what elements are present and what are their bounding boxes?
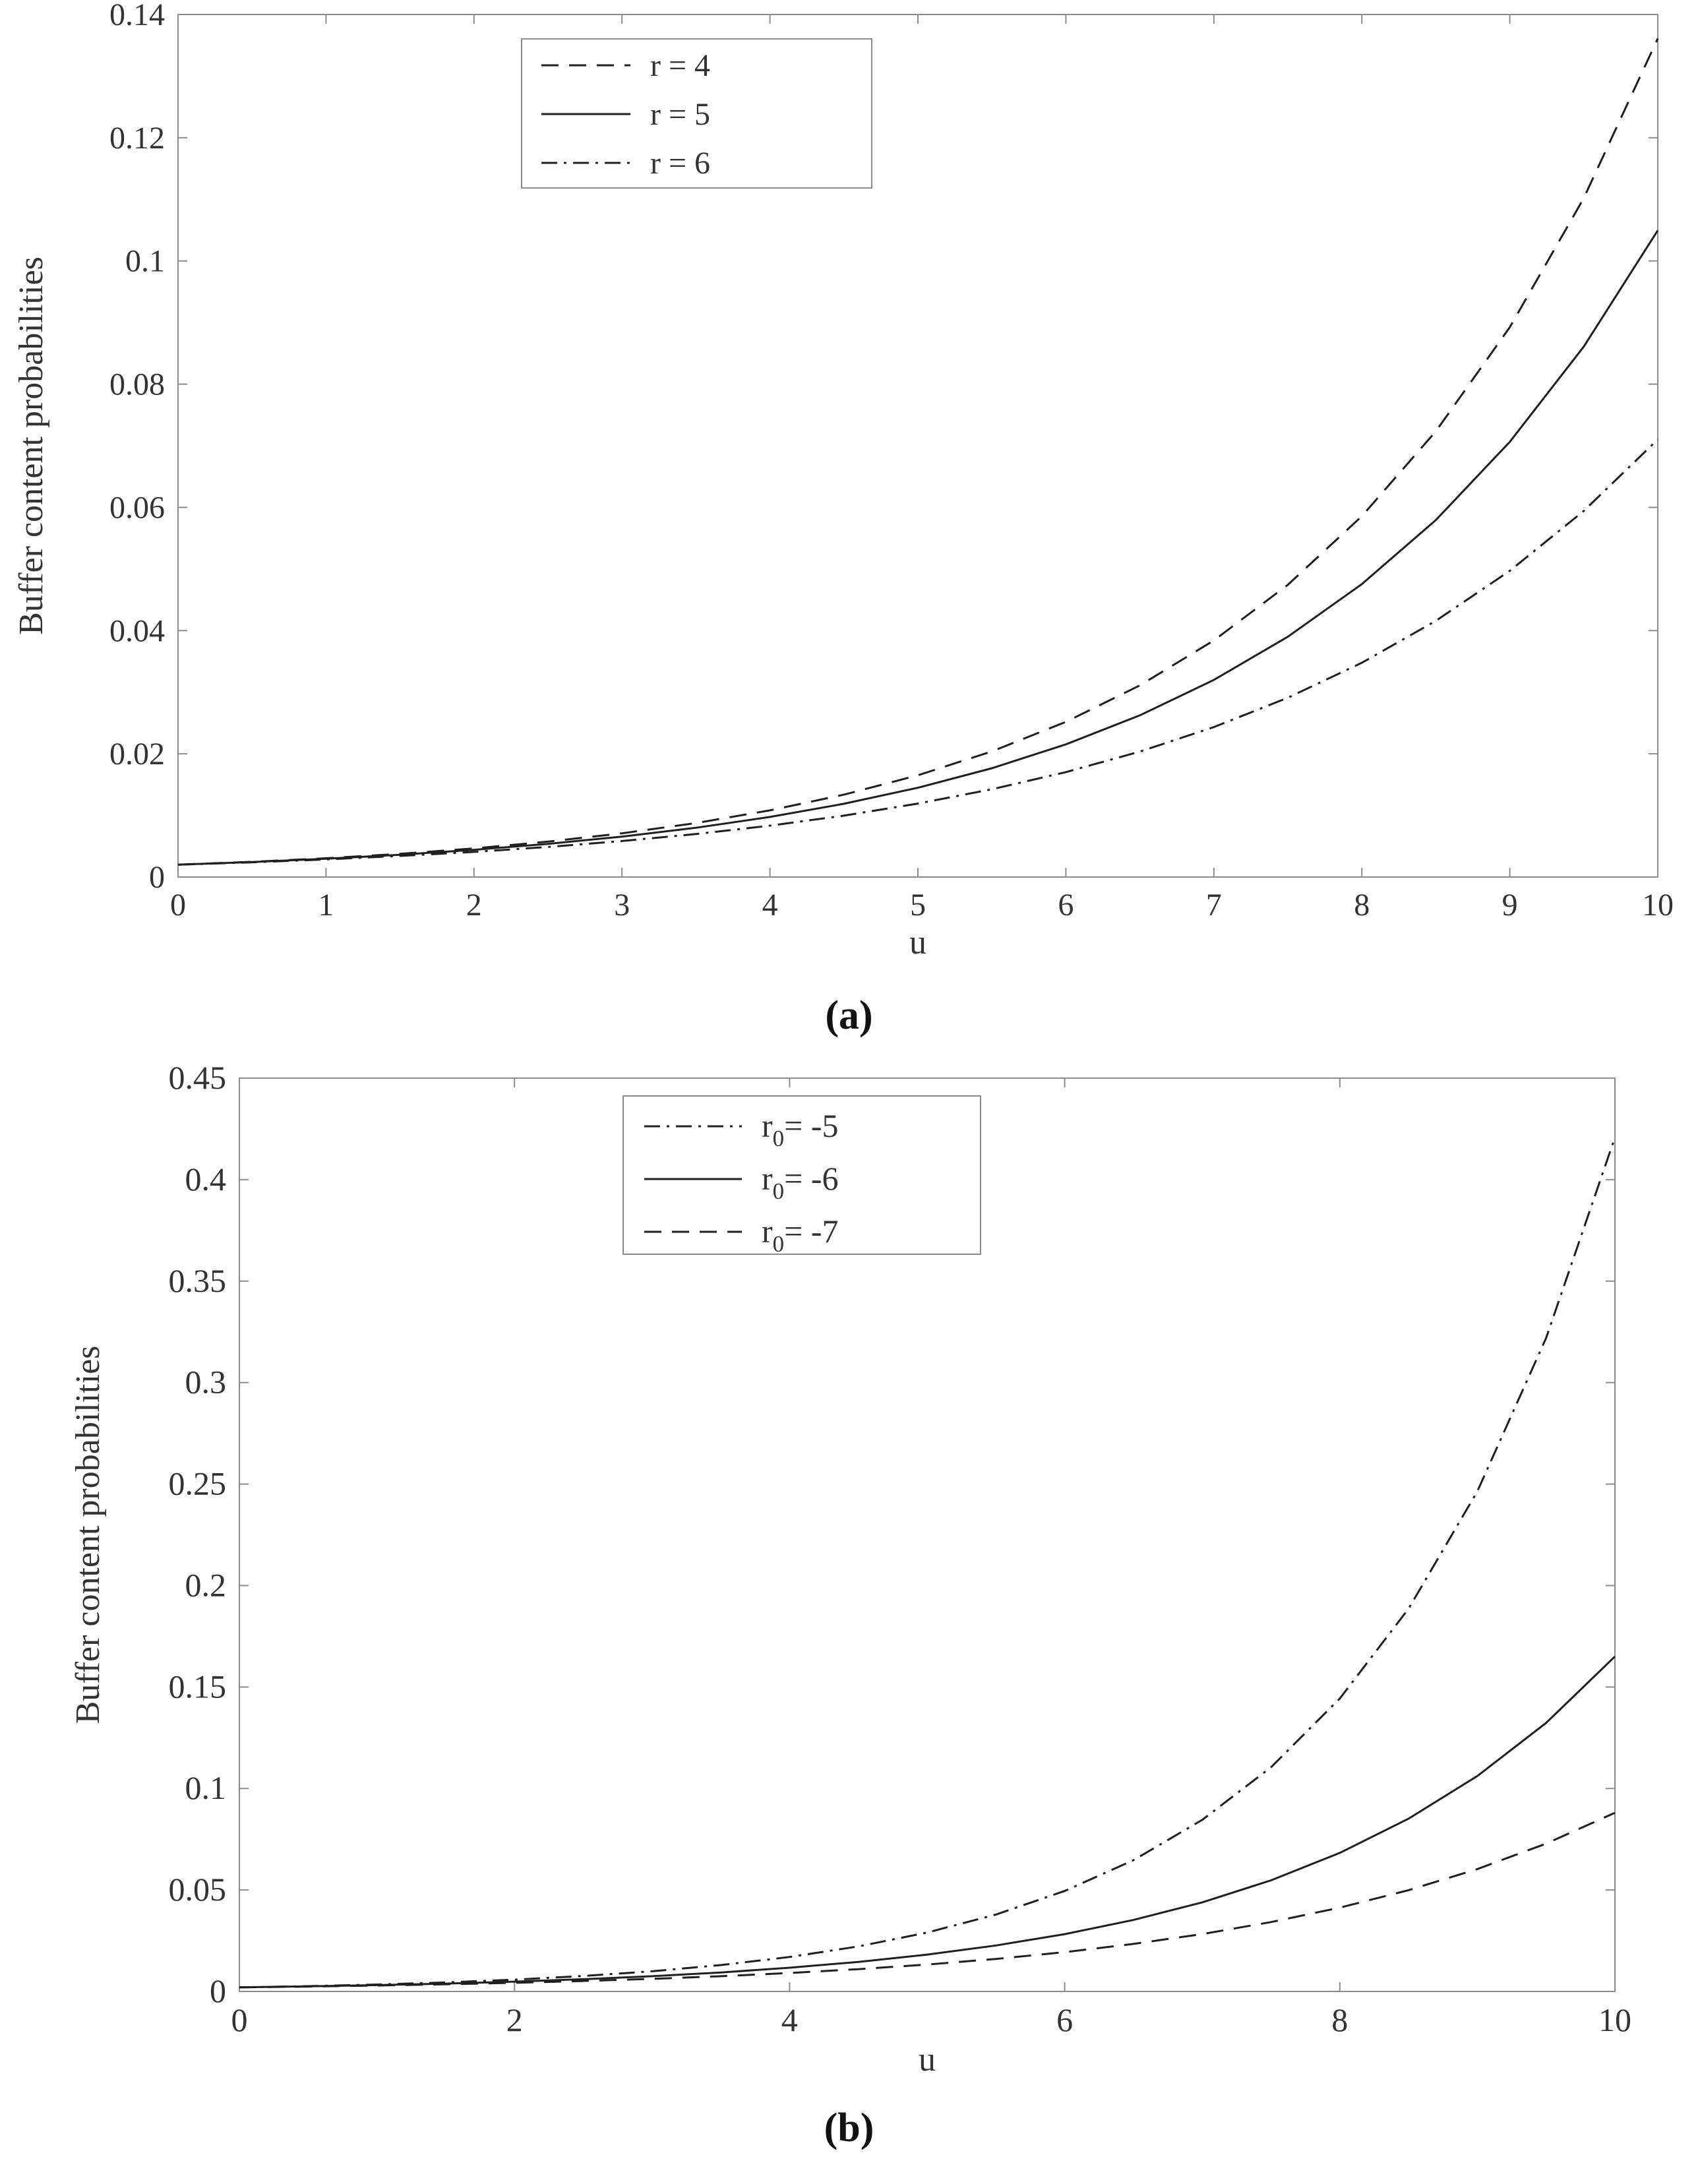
y-tick-label: 0.14 xyxy=(109,0,165,32)
y-tick-label: 0.25 xyxy=(169,1465,227,1502)
y-axis-label: Buffer content probabilities xyxy=(13,257,50,635)
y-axis-label: Buffer content probabilities xyxy=(69,1346,107,1724)
chart-b-canvas: 0 2 4 6 8 10 0 0.05 0.1 0.15 0.2 0.25 0.3 0.35 0.4 0.45… xyxy=(69,1059,1631,2078)
x-tick-label: 10 xyxy=(1598,2001,1631,2038)
chart-panel-b: 0 2 4 6 8 10 0 0.05 0.1 0.15 0.2 0.25 0.3 0.35 0.4 0.45… xyxy=(0,1055,1698,2100)
y-tick-label: 0.08 xyxy=(109,367,165,402)
x-tick-label: 4 xyxy=(781,2001,798,2038)
plot-box-b xyxy=(239,1077,1616,1992)
y-tick-label: 0.1 xyxy=(185,1769,227,1806)
legend-label: r0= -7 xyxy=(762,1213,839,1257)
caption-b-open-paren: ( xyxy=(824,2106,838,2150)
series-r0-7 xyxy=(239,1811,1616,1989)
legend-label: r0= -6 xyxy=(762,1160,839,1204)
x-tick-label: 1 xyxy=(318,888,334,923)
series-r6 xyxy=(177,439,1659,866)
x-axis-label: u xyxy=(919,2041,936,2078)
x-tick-label: 2 xyxy=(466,888,482,923)
x-tick-label: 2 xyxy=(506,2001,523,2038)
x-tick-label: 4 xyxy=(762,888,778,923)
caption-b-letter: b xyxy=(837,2106,861,2150)
x-tick-label: 7 xyxy=(1206,888,1222,923)
y-tick-label: 0.15 xyxy=(169,1668,227,1705)
chart-a-canvas: 0 1 2 3 4 5 6 7 8 9 10 0 0.02 0.04 0.06 0.08 0.1 0.12 0.14… xyxy=(13,0,1674,961)
caption-a-letter: a xyxy=(839,993,859,1038)
y-tick-label: 0.1 xyxy=(125,244,165,279)
y-tick-label: 0 xyxy=(149,860,165,895)
x-tick-label: 8 xyxy=(1331,2001,1348,2038)
x-tick-label: 3 xyxy=(614,888,630,923)
caption-a-close-paren: ) xyxy=(859,993,873,1038)
x-tick-label: 6 xyxy=(1056,2001,1073,2038)
y-tick-label: 0.04 xyxy=(109,613,165,648)
legend-label: r = 4 xyxy=(650,48,710,83)
x-tick-label: 0 xyxy=(231,2001,248,2038)
x-tick-label: 9 xyxy=(1502,888,1518,923)
y-tick-label: 0.35 xyxy=(169,1262,227,1299)
x-tick-label: 5 xyxy=(910,888,926,923)
series-r4 xyxy=(177,38,1659,866)
y-tick-label: 0.05 xyxy=(169,1871,227,1908)
y-tick-label: 0.06 xyxy=(109,490,165,525)
y-tick-label: 0.2 xyxy=(185,1566,227,1603)
legend-label: r = 6 xyxy=(650,146,710,181)
chart-panel-a: 0 1 2 3 4 5 6 7 8 9 10 0 0.02 0.04 0.06 0.08 0.1 0.12 0.14… xyxy=(0,0,1698,989)
x-tick-label: 0 xyxy=(170,888,186,923)
x-axis-label: u xyxy=(909,924,926,961)
y-tick-label: 0.45 xyxy=(169,1059,227,1096)
series-r0-6 xyxy=(239,1656,1616,1989)
series-r5 xyxy=(177,229,1659,866)
legend-box-b xyxy=(622,1095,981,1255)
caption-b: (b) xyxy=(0,2105,1698,2152)
x-tick-label: 10 xyxy=(1642,888,1674,923)
caption-b-close-paren: ) xyxy=(860,2106,874,2150)
y-tick-label: 0.4 xyxy=(185,1161,227,1198)
y-tick-label: 0.12 xyxy=(109,121,165,156)
series-r0-5 xyxy=(239,1137,1616,1989)
x-tick-label: 6 xyxy=(1058,888,1074,923)
x-tick-label: 8 xyxy=(1354,888,1370,923)
y-tick-label: 0.3 xyxy=(185,1364,227,1401)
y-tick-label: 0.02 xyxy=(109,737,165,772)
plot-box-a xyxy=(177,14,1658,878)
caption-a-open-paren: ( xyxy=(825,993,839,1038)
caption-a: (a) xyxy=(0,992,1698,1039)
legend-label: r = 5 xyxy=(650,97,710,132)
y-tick-label: 0 xyxy=(210,1972,226,2009)
legend-label: r0= -5 xyxy=(762,1107,839,1151)
